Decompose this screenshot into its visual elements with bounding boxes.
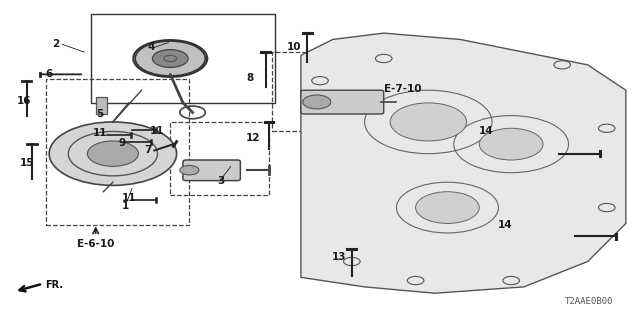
Text: 14: 14 [497,220,512,230]
Text: T2AAE0B00: T2AAE0B00 [564,297,613,306]
Text: E-7-10: E-7-10 [384,84,422,94]
Text: 15: 15 [20,158,34,168]
Text: 1: 1 [122,201,129,211]
Circle shape [390,103,467,141]
Text: 4: 4 [147,42,155,52]
Text: 11: 11 [93,128,108,138]
Text: 10: 10 [287,42,302,52]
Circle shape [49,122,177,185]
Circle shape [415,192,479,223]
Text: 2: 2 [52,39,59,49]
FancyBboxPatch shape [301,90,384,114]
Circle shape [152,50,188,68]
Circle shape [135,41,205,76]
Text: 9: 9 [119,138,126,148]
Text: FR.: FR. [45,280,63,290]
Text: 16: 16 [17,96,31,106]
Circle shape [88,141,138,166]
Text: E-6-10: E-6-10 [77,239,115,249]
Polygon shape [301,33,626,293]
FancyBboxPatch shape [183,160,241,180]
Bar [170,122,269,195]
Text: 6: 6 [45,69,53,79]
Bar [46,79,189,225]
Text: 12: 12 [246,133,260,143]
Text: 7: 7 [144,146,152,156]
Text: 14: 14 [478,126,493,136]
Text: 11: 11 [122,193,136,203]
Bar [96,97,107,114]
Circle shape [303,95,331,109]
Bar [272,52,422,132]
Circle shape [180,165,199,175]
Text: 11: 11 [150,126,164,136]
Bar [91,14,275,103]
Text: 3: 3 [218,176,225,186]
Text: 13: 13 [332,252,346,262]
Circle shape [479,128,543,160]
Text: 8: 8 [246,73,253,83]
Text: 5: 5 [97,109,104,119]
